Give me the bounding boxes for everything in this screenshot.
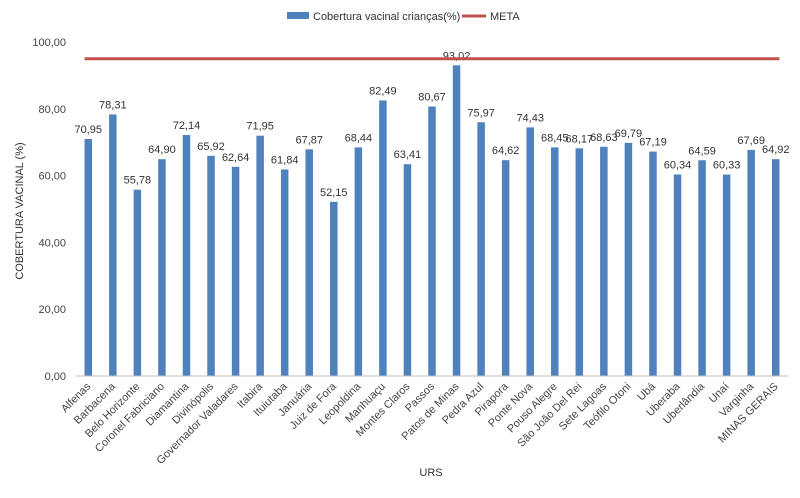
bar (624, 142, 633, 376)
data-label: 60,33 (713, 159, 741, 171)
data-label: 68,63 (590, 132, 618, 144)
data-label: 64,62 (492, 145, 520, 157)
bar (330, 201, 338, 376)
data-label: 68,44 (345, 132, 373, 144)
data-label: 75,97 (467, 107, 495, 119)
data-label: 70,95 (75, 124, 103, 136)
bar (600, 146, 608, 376)
data-label: 82,49 (369, 85, 397, 97)
data-label: 67,87 (295, 134, 323, 146)
data-label: 63,41 (394, 149, 422, 161)
bar (231, 166, 240, 376)
bar (280, 169, 289, 376)
bar (133, 189, 142, 376)
y-tick-label: 60,00 (38, 171, 66, 183)
legend: Cobertura vacinal crianças(%) META (287, 11, 520, 23)
bar (207, 155, 215, 376)
bar (649, 151, 657, 376)
bar (722, 174, 731, 376)
data-label: 80,67 (418, 92, 446, 104)
data-label: 93,02 (443, 50, 471, 62)
legend-label-coverage: Cobertura vacinal crianças(%) (313, 11, 460, 23)
data-label: 52,15 (320, 187, 348, 199)
y-tick-label: 100,00 (32, 37, 66, 49)
bar (428, 106, 436, 377)
y-tick-label: 80,00 (38, 104, 66, 116)
bar (452, 65, 461, 376)
bar (551, 147, 559, 376)
legend-swatch-coverage (287, 12, 309, 19)
data-label: 62,64 (222, 152, 250, 164)
y-tick-label: 0,00 (45, 371, 66, 383)
data-label: 69,79 (615, 128, 643, 140)
bar (84, 139, 93, 376)
data-label: 67,19 (639, 137, 667, 149)
bar (403, 164, 412, 376)
bar (698, 160, 706, 376)
data-label: 61,84 (271, 154, 299, 166)
data-label: 65,92 (197, 141, 225, 153)
x-axis-title: URS (419, 467, 442, 479)
bar (379, 100, 387, 376)
bar (501, 160, 510, 376)
data-label: 68,45 (541, 132, 569, 144)
data-label: 67,69 (737, 135, 765, 147)
legend-label-meta: META (490, 11, 520, 23)
bar (526, 127, 534, 376)
data-label: 71,95 (246, 121, 274, 133)
data-label: 68,17 (566, 133, 594, 145)
bar (747, 149, 755, 376)
y-axis-ticks: 0,00 20,00 40,00 60,00 80,00 100,00 (32, 37, 66, 383)
y-axis-title: COBERTURA VACINAL (%) (14, 142, 26, 279)
bar (771, 159, 780, 376)
bar (182, 135, 191, 376)
data-label: 72,14 (173, 120, 201, 132)
bars (84, 65, 780, 377)
legend-swatch-meta (462, 14, 486, 18)
y-tick-label: 40,00 (38, 237, 66, 249)
bar (477, 122, 485, 377)
data-label: 64,59 (688, 145, 716, 157)
data-label: 64,90 (148, 144, 176, 156)
bar (354, 147, 363, 376)
data-label: 60,34 (664, 159, 692, 171)
y-tick-label: 20,00 (38, 304, 66, 316)
data-label: 55,78 (124, 175, 152, 187)
bar (673, 174, 682, 376)
bar (109, 114, 117, 376)
data-label: 74,43 (516, 112, 544, 124)
data-label: 78,31 (99, 99, 127, 111)
data-label: 64,92 (762, 144, 790, 156)
bar (575, 148, 584, 376)
bar (256, 135, 264, 376)
bar (158, 159, 166, 376)
bar (305, 149, 313, 376)
